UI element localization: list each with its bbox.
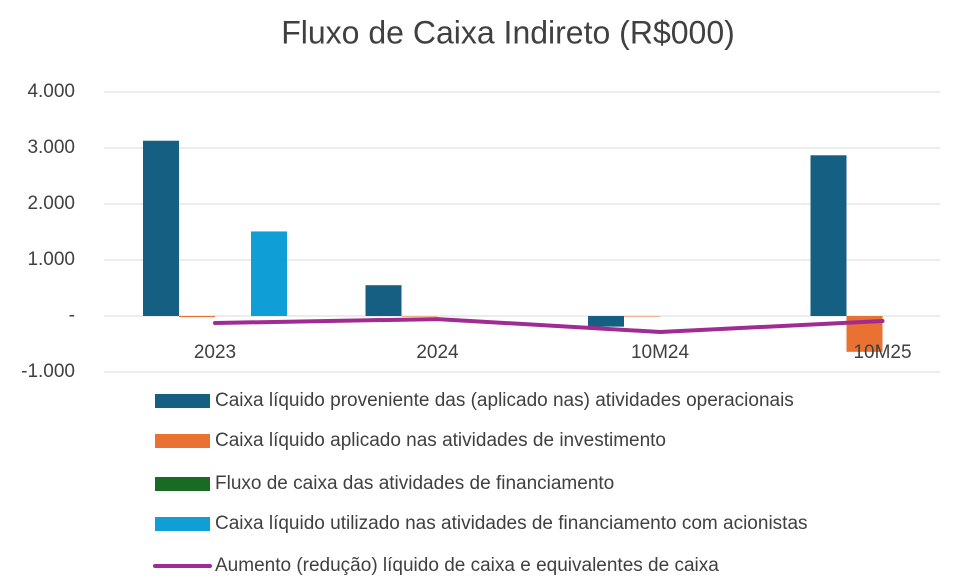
y-tick-label: 1.000	[27, 249, 75, 270]
legend-swatch	[155, 434, 210, 448]
legend-label: Caixa líquido proveniente das (aplicado …	[215, 390, 794, 411]
bar	[143, 140, 179, 316]
x-tick-label: 10M25	[853, 342, 911, 363]
x-tick-label: 2024	[416, 342, 459, 363]
legend-swatch	[155, 394, 210, 408]
legend-label: Fluxo de caixa das atividades de financi…	[215, 473, 614, 494]
legend-label: Caixa líquido utilizado nas atividades d…	[215, 513, 808, 534]
y-tick-label: 2.000	[27, 193, 75, 214]
bar	[624, 316, 660, 317]
chart-title: Fluxo de Caixa Indireto (R$000)	[281, 14, 735, 50]
legend-swatch	[155, 477, 210, 491]
bar	[810, 155, 847, 316]
bar	[179, 316, 215, 318]
x-tick-label: 2023	[194, 342, 236, 363]
y-tick-label: 4.000	[27, 81, 75, 102]
x-tick-label: 10M24	[631, 342, 690, 363]
legend-label: Aumento (redução) líquido de caixa e equ…	[215, 555, 719, 576]
legend-swatch	[155, 517, 210, 531]
bar	[588, 316, 624, 327]
bar	[365, 285, 402, 316]
bar	[251, 231, 287, 316]
y-tick-label: -1.000	[21, 361, 75, 382]
y-tick-label: 3.000	[27, 137, 75, 158]
line	[213, 317, 885, 334]
y-tick-label: -	[69, 305, 75, 326]
bar	[401, 316, 438, 317]
legend-label: Caixa líquido aplicado nas atividades de…	[215, 430, 666, 451]
